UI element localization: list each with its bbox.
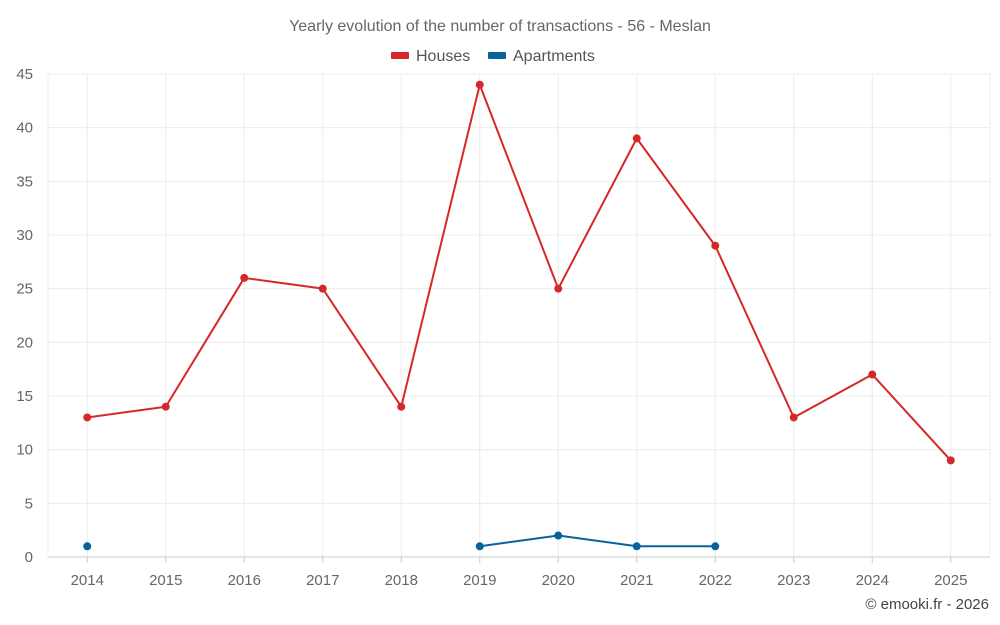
data-point-houses-2024[interactable] [868,370,877,379]
legend-swatch-apartments [488,52,506,59]
y-tick-label: 5 [25,495,33,512]
y-tick-label: 15 [16,388,33,405]
x-tick-label: 2019 [463,572,496,589]
data-point-houses-2018[interactable] [397,402,406,411]
data-point-houses-2014[interactable] [83,413,92,422]
x-tick-label: 2023 [777,572,810,589]
series-line-houses [87,83,952,462]
chart-title: Yearly evolution of the number of transa… [289,18,711,35]
x-tick-label: 2020 [542,572,575,589]
legend-item-apartments[interactable]: Apartments [488,48,595,65]
data-point-houses-2020[interactable] [554,284,563,293]
data-point-houses-2015[interactable] [161,402,170,411]
legend-swatch-houses [391,52,409,59]
x-tick-label: 2018 [385,572,418,589]
legend-item-houses[interactable]: Houses [391,48,470,65]
series-houses [83,80,955,465]
y-tick-label: 45 [16,66,33,83]
series-line-apartments [479,534,716,548]
data-point-apartments-2021[interactable] [632,542,641,551]
y-tick-label: 35 [16,173,33,190]
series-apartments [83,531,720,551]
data-point-apartments-2020[interactable] [554,531,563,540]
data-point-apartments-2014[interactable] [83,542,92,551]
y-tick-label: 30 [16,227,33,244]
x-tick-label: 2016 [228,572,261,589]
legend-label-apartments: Apartments [513,48,595,65]
x-tick-label: 2022 [699,572,732,589]
legend: Houses Apartments [391,48,595,65]
x-tick-label: 2014 [71,572,104,589]
data-point-houses-2017[interactable] [318,284,327,293]
data-point-houses-2016[interactable] [240,273,249,282]
legend-label-houses: Houses [416,48,470,65]
y-tick-label: 40 [16,120,33,137]
y-tick-label: 10 [16,442,33,459]
series [83,80,955,551]
data-point-apartments-2019[interactable] [475,542,484,551]
data-point-apartments-2022[interactable] [711,542,720,551]
data-point-houses-2019[interactable] [475,80,484,89]
data-point-houses-2022[interactable] [711,241,720,250]
data-point-houses-2021[interactable] [632,134,641,143]
credit-text: © emooki.fr - 2026 [865,596,989,613]
y-tick-label: 25 [16,281,33,298]
data-point-houses-2023[interactable] [789,413,798,422]
x-tick-label: 2015 [149,572,182,589]
y-tick-label: 0 [25,549,33,566]
data-point-houses-2025[interactable] [946,456,955,465]
x-tick-label: 2024 [856,572,889,589]
y-tick-label: 20 [16,334,33,351]
x-tick-label: 2021 [620,572,653,589]
x-tick-label: 2025 [934,572,967,589]
x-tick-label: 2017 [306,572,339,589]
grid [48,73,990,557]
